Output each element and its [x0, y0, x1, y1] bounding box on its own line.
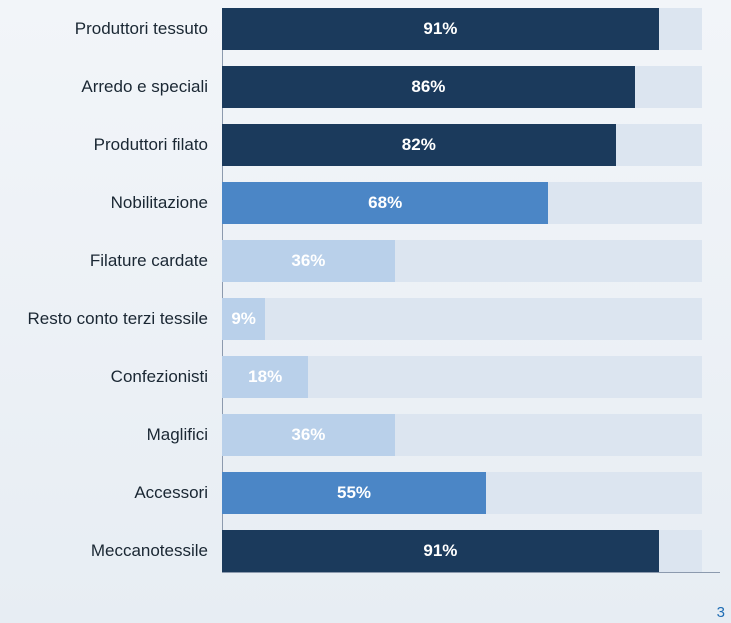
- category-label: Meccanotessile: [0, 530, 214, 572]
- category-label: Nobilitazione: [0, 182, 214, 224]
- bar-track: 18%: [222, 356, 702, 398]
- bar-row: Nobilitazione 68%: [0, 182, 731, 224]
- bar-track: 86%: [222, 66, 702, 108]
- category-label: Accessori: [0, 472, 214, 514]
- value-label: 86%: [388, 66, 468, 108]
- bar-track: 82%: [222, 124, 702, 166]
- bar-chart: Produttori tessuto 91% Arredo e speciali 86…: [0, 0, 731, 623]
- page-number: 3: [717, 604, 725, 621]
- category-label: Confezionisti: [0, 356, 214, 398]
- value-label: 36%: [268, 414, 348, 456]
- bar-track: 36%: [222, 414, 702, 456]
- value-label: 18%: [225, 356, 305, 398]
- bar-track: 91%: [222, 8, 702, 50]
- category-label: Resto conto terzi tessile: [0, 298, 214, 340]
- bar-track: 36%: [222, 240, 702, 282]
- x-axis: [222, 572, 720, 573]
- bar-track: 9%: [222, 298, 702, 340]
- bar-row: Filature cardate 36%: [0, 240, 731, 282]
- bar-row: Produttori filato 82%: [0, 124, 731, 166]
- category-label: Filature cardate: [0, 240, 214, 282]
- value-label: 91%: [400, 8, 480, 50]
- value-label: 9%: [204, 298, 284, 340]
- bar-row: Meccanotessile 91%: [0, 530, 731, 572]
- bar-row: Resto conto terzi tessile9%: [0, 298, 731, 340]
- value-label: 91%: [400, 530, 480, 572]
- category-label: Produttori filato: [0, 124, 214, 166]
- value-label: 82%: [379, 124, 459, 166]
- category-label: Produttori tessuto: [0, 8, 214, 50]
- bar-track: 91%: [222, 530, 702, 572]
- bar-row: Arredo e speciali 86%: [0, 66, 731, 108]
- bar-row: Accessori 55%: [0, 472, 731, 514]
- category-label: Maglifici: [0, 414, 214, 456]
- value-label: 55%: [314, 472, 394, 514]
- bar-track: 55%: [222, 472, 702, 514]
- bar-row: Confezionisti 18%: [0, 356, 731, 398]
- bar-row: Produttori tessuto 91%: [0, 8, 731, 50]
- bar-track: 68%: [222, 182, 702, 224]
- value-label: 36%: [268, 240, 348, 282]
- category-label: Arredo e speciali: [0, 66, 214, 108]
- bar-row: Maglifici 36%: [0, 414, 731, 456]
- value-label: 68%: [345, 182, 425, 224]
